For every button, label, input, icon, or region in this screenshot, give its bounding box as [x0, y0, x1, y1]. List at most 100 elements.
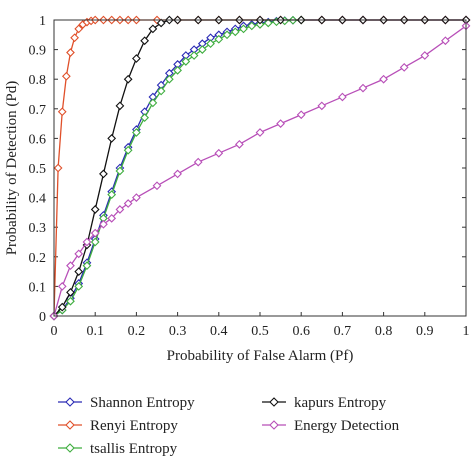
data-point-energy-detection [90, 228, 100, 238]
data-point-kapurs-entropy [148, 24, 158, 34]
data-point-tsallis-entropy [173, 65, 182, 75]
legend-entry-shannon-entropy: Shannon Entropy [58, 395, 195, 411]
data-point-tsallis-entropy [214, 34, 224, 44]
x-tick-label: 0 [51, 324, 58, 339]
data-point-energy-detection [74, 249, 84, 259]
data-point-energy-detection [82, 237, 92, 247]
x-axis-label: Probability of False Alarm (Pf) [167, 348, 354, 364]
series-shannon-entropy [49, 15, 471, 321]
data-point-energy-detection [107, 213, 117, 223]
x-tick-label: 0.1 [86, 324, 104, 339]
data-point-tsallis-entropy [222, 30, 232, 40]
data-point-kapurs-entropy [132, 54, 141, 63]
data-point-tsallis-entropy [115, 166, 125, 176]
data-point-tsallis-entropy [230, 27, 240, 37]
data-point-energy-detection [420, 51, 430, 60]
data-point-kapurs-entropy [66, 287, 75, 297]
legend-entry-kapurs-entropy: kapurs Entropy [262, 395, 387, 411]
x-tick-label: 0.7 [334, 324, 352, 339]
legend-entry-energy-detection: Energy Detection [262, 418, 400, 434]
data-point-tsallis-entropy [74, 282, 84, 291]
data-point-tsallis-entropy [156, 86, 166, 96]
y-tick-label: 0.4 [29, 192, 47, 207]
legend-entry-renyi-entropy: Renyi Entropy [58, 418, 178, 434]
data-point-energy-detection [115, 205, 125, 214]
x-tick-label: 0.5 [251, 324, 269, 339]
data-point-renyi-entropy [61, 71, 71, 81]
data-point-renyi-entropy [57, 107, 67, 117]
data-point-kapurs-entropy [57, 302, 67, 312]
data-point-energy-detection [276, 119, 285, 128]
legend-label: Shannon Entropy [90, 395, 195, 411]
data-point-tsallis-entropy [140, 113, 150, 123]
data-point-energy-detection [214, 148, 224, 158]
y-axis-label: Probability of Detection (Pd) [4, 81, 20, 256]
data-point-energy-detection [296, 110, 306, 120]
data-point-energy-detection [399, 62, 409, 72]
data-point-tsallis-entropy [148, 98, 158, 108]
data-point-kapurs-entropy [140, 36, 150, 46]
data-point-tsallis-entropy [181, 57, 191, 66]
y-tick-label: 0.7 [29, 103, 47, 118]
x-tick-label: 0.8 [375, 324, 393, 339]
legend: Shannon Entropy Renyi Entropy tsallis Entr… [58, 395, 400, 457]
data-point-energy-detection [123, 199, 133, 208]
y-tick-label: 0 [39, 310, 46, 325]
tick-labels: 0 0.1 0.2 0.3 0.4 0.5 0.6 0.7 0.8 0.9 1 0 0.1 0.2 0.3 0… [29, 14, 470, 339]
data-point-tsallis-entropy [90, 237, 100, 247]
plot-series [49, 15, 471, 321]
data-point-energy-detection [317, 101, 327, 111]
data-point-tsallis-entropy [197, 45, 207, 54]
data-point-renyi-entropy [66, 48, 75, 57]
data-point-kapurs-entropy [90, 205, 100, 214]
series-kapurs-entropy [49, 15, 471, 321]
data-point-kapurs-entropy [99, 169, 108, 179]
data-point-tsallis-entropy [255, 20, 265, 29]
data-point-tsallis-entropy [123, 145, 133, 155]
data-point-tsallis-entropy [239, 24, 248, 34]
legend-marker [65, 397, 75, 407]
data-point-tsallis-entropy [82, 261, 92, 271]
data-point-kapurs-entropy [74, 267, 84, 276]
y-tick-label: 0.6 [29, 132, 47, 147]
data-point-energy-detection [99, 219, 108, 229]
legend-label: Energy Detection [294, 418, 400, 434]
data-point-tsallis-entropy [132, 128, 141, 137]
data-point-tsallis-entropy [107, 190, 117, 200]
series-renyi-entropy [49, 15, 471, 321]
x-tick-label: 1 [463, 324, 470, 339]
data-point-kapurs-entropy [156, 18, 166, 28]
data-point-energy-detection [441, 36, 450, 46]
legend-marker [269, 420, 279, 430]
data-point-tsallis-entropy [263, 18, 273, 28]
data-point-renyi-entropy [70, 33, 79, 43]
data-point-renyi-entropy [74, 24, 84, 34]
data-point-tsallis-entropy [247, 21, 257, 31]
data-point-tsallis-entropy [206, 39, 215, 49]
data-point-energy-detection [132, 193, 141, 202]
legend-marker [269, 397, 279, 407]
data-point-energy-detection [379, 74, 388, 84]
x-tick-label: 0.4 [210, 324, 228, 339]
y-tick-label: 0.9 [29, 44, 47, 59]
y-tick-label: 0.2 [29, 251, 47, 266]
legend-marker [65, 443, 75, 453]
data-point-energy-detection [338, 92, 347, 102]
x-tick-label: 0.9 [416, 324, 434, 339]
data-point-energy-detection [66, 261, 75, 271]
data-point-tsallis-entropy [164, 74, 174, 84]
data-point-kapurs-entropy [107, 134, 117, 143]
data-point-energy-detection [193, 157, 203, 167]
data-point-energy-detection [255, 128, 265, 137]
legend-entry-tsallis-entropy: tsallis Entropy [58, 441, 178, 457]
y-tick-label: 0.1 [29, 280, 47, 295]
x-tick-label: 0.3 [169, 324, 187, 339]
x-tick-label: 0.2 [128, 324, 146, 339]
y-tick-label: 0.3 [29, 221, 47, 236]
data-point-energy-detection [358, 83, 368, 93]
data-point-tsallis-entropy [66, 296, 75, 306]
x-tick-label: 0.6 [292, 324, 310, 339]
y-tick-label: 0.8 [29, 73, 47, 88]
data-point-renyi-entropy [53, 163, 63, 173]
